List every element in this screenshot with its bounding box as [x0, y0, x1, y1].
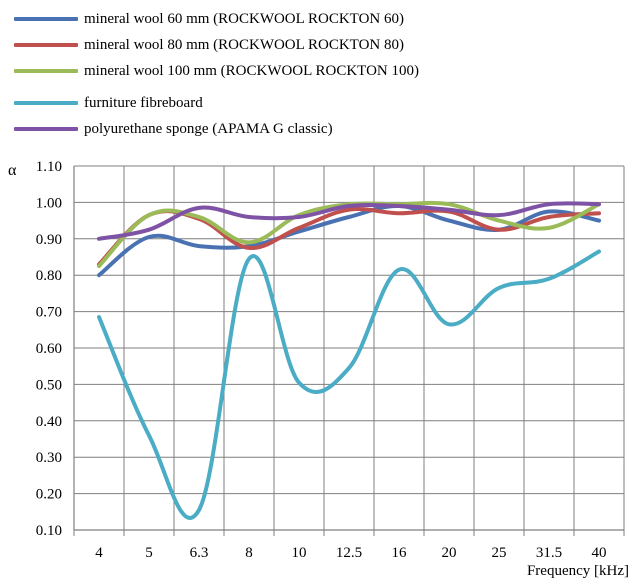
- x-tick-label: 25: [492, 545, 507, 561]
- legend: mineral wool 60 mm (ROCKWOOL ROCKTON 60)…: [14, 6, 419, 142]
- x-tick-label: 20: [442, 545, 457, 561]
- legend-item: polyurethane sponge (APAMA G classic): [14, 116, 419, 142]
- y-tick-label: 0.80: [36, 268, 62, 284]
- x-tick-label: 6.3: [190, 545, 209, 561]
- x-tick-label: 12.5: [336, 545, 362, 561]
- legend-swatch: [14, 69, 78, 73]
- y-tick-label: 0.30: [36, 450, 62, 466]
- legend-item: mineral wool 100 mm (ROCKWOOL ROCKTON 10…: [14, 58, 419, 84]
- y-tick-label: 1.00: [36, 195, 62, 211]
- legend-label: mineral wool 100 mm (ROCKWOOL ROCKTON 10…: [84, 62, 419, 79]
- axes: [73, 166, 625, 536]
- legend-item: furniture fibreboard: [14, 90, 419, 116]
- y-tick-label: 0.20: [36, 487, 62, 503]
- y-tick-label: 0.40: [36, 414, 62, 430]
- legend-item: mineral wool 80 mm (ROCKWOOL ROCKTON 80): [14, 32, 419, 58]
- y-tick-label: 0.60: [36, 341, 62, 357]
- y-tick-label: 1.10: [36, 159, 62, 175]
- legend-swatch: [14, 17, 78, 21]
- x-tick-label: 10: [292, 545, 307, 561]
- legend-item: mineral wool 60 mm (ROCKWOOL ROCKTON 60): [14, 6, 419, 32]
- legend-swatch: [14, 43, 78, 47]
- x-tick-label: 40: [592, 545, 607, 561]
- y-tick-label: 0.10: [36, 523, 62, 539]
- x-tick-label: 5: [145, 545, 153, 561]
- y-axis-label: α: [8, 162, 17, 179]
- x-axis-label: Frequency [kHz]: [527, 563, 629, 579]
- legend-label: furniture fibreboard: [84, 94, 203, 111]
- series-line-5: [97, 201, 601, 241]
- legend-label: polyurethane sponge (APAMA G classic): [84, 120, 333, 137]
- y-tick-label: 0.90: [36, 232, 62, 248]
- y-tick-label: 0.50: [36, 377, 62, 393]
- axis-labels: 0.10 0.20 0.30 0.40 0.50 0.60 0.70 0.80 0.90 1.00…: [8, 159, 629, 579]
- x-tick-label: 8: [245, 545, 253, 561]
- x-tick-label: 31.5: [536, 545, 562, 561]
- legend-label: mineral wool 60 mm (ROCKWOOL ROCKTON 60): [84, 10, 404, 27]
- series-line-4: [97, 249, 601, 520]
- legend-label: mineral wool 80 mm (ROCKWOOL ROCKTON 80): [84, 36, 404, 53]
- legend-swatch: [14, 127, 78, 131]
- x-tick-label: 16: [392, 545, 408, 561]
- series-lines: [97, 200, 601, 520]
- x-tick-label: 4: [95, 545, 103, 561]
- y-tick-label: 0.70: [36, 305, 62, 321]
- legend-swatch: [14, 101, 78, 105]
